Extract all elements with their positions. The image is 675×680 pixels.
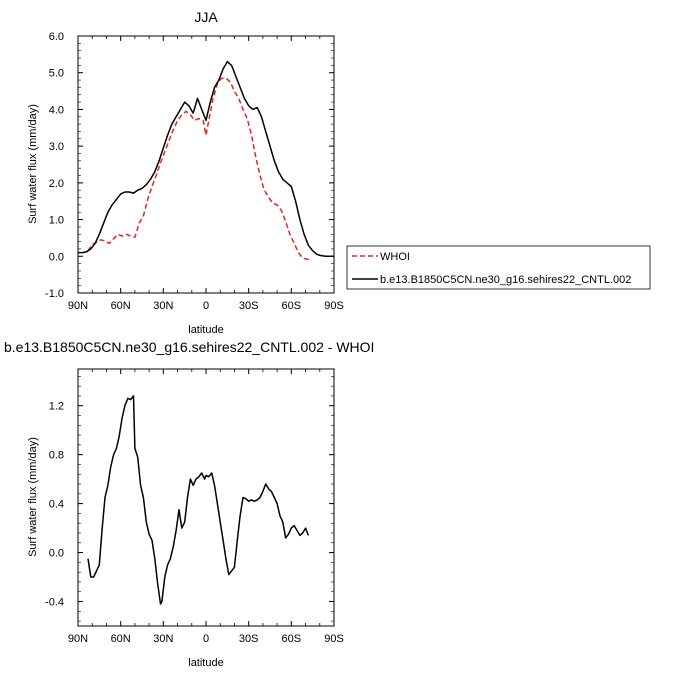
- panel-top-series-line-1: [78, 60, 334, 258]
- panel-top-series: [78, 60, 334, 260]
- panel-bottom-series-line-0: [87, 395, 310, 605]
- panel-top-ytick-label: -1.0: [45, 288, 64, 300]
- panel-top: JJA 90N 60N 30N 0 30S 60S 90S -1.0 0.0 1.0 2.0 3.0 4…: [27, 9, 651, 336]
- panel-bottom-title: b.e13.B1850C5CN.ne30_g16.sehires22_CNTL.…: [4, 339, 374, 355]
- panel-top-ytick-label: 3.0: [49, 141, 64, 153]
- panel-bottom-ticks: 90N 60N 30N 0 30S 60S 90S -0.4 0.0 0.4 0.8 1.2: [45, 369, 344, 645]
- panel-top-xtick-label: 90N: [68, 300, 88, 312]
- panel-bottom-xtick-label: 60N: [111, 633, 131, 645]
- panel-top-xtick-label: 90S: [324, 300, 344, 312]
- panel-top-ytick-label: 2.0: [49, 178, 64, 190]
- panel-bottom-xtick-label: 90N: [68, 633, 88, 645]
- panel-top-xtick-label: 60S: [282, 300, 302, 312]
- panel-top-ytick-label: 6.0: [49, 31, 64, 43]
- panel-bottom-xtick-label: 30S: [239, 633, 259, 645]
- panel-top-ytick-label: 5.0: [49, 68, 64, 80]
- panel-bottom-xtick-label: 30N: [153, 633, 173, 645]
- panel-bottom-xtick-label: 60S: [282, 633, 302, 645]
- panel-top-ylabel: Surf water flux (mm/day): [27, 104, 39, 224]
- panel-bottom-frame: [77, 368, 335, 627]
- panel-top-frame: [77, 35, 335, 294]
- panel-top-ticks: 90N 60N 30N 0 30S 60S 90S -1.0 0.0 1.0 2.0 3.0 4.0 5.…: [45, 31, 344, 312]
- panel-bottom-xtick-label: 90S: [324, 633, 344, 645]
- panel-bottom-ylabel: Surf water flux (mm/day): [27, 437, 39, 557]
- panel-top-xlabel: latitude: [188, 324, 223, 336]
- legend-label-cntl: b.e13.B1850C5CN.ne30_g16.sehires22_CNTL.…: [380, 274, 631, 286]
- panel-top-ytick-label: 1.0: [49, 215, 64, 227]
- panel-bottom-ytick-label: 0.0: [49, 548, 64, 560]
- panel-top-ytick-label: 0.0: [49, 251, 64, 263]
- legend-label-whoi: WHOI: [380, 251, 410, 263]
- panel-bottom-xlabel: latitude: [188, 657, 223, 669]
- panel-top-xtick-label: 60N: [111, 300, 131, 312]
- panel-top-xtick-label: 30S: [239, 300, 259, 312]
- panel-bottom-ytick-label: 0.8: [49, 450, 64, 462]
- panel-bottom-xtick-label: 0: [203, 633, 209, 645]
- legend: WHOI b.e13.B1850C5CN.ne30_g16.sehires22_…: [346, 245, 651, 290]
- panel-top-ytick-label: 4.0: [49, 104, 64, 116]
- panel-bottom-ytick-label: -0.4: [45, 597, 64, 609]
- legend-frame: [346, 245, 651, 290]
- panel-bottom-series: [87, 395, 310, 605]
- panel-bottom-ytick-label: 0.4: [49, 499, 64, 511]
- panel-bottom-ytick-label: 1.2: [49, 401, 64, 413]
- panel-bottom: b.e13.B1850C5CN.ne30_g16.sehires22_CNTL.…: [4, 339, 374, 669]
- panel-top-xtick-label: 30N: [153, 300, 173, 312]
- panel-top-xtick-label: 0: [203, 300, 209, 312]
- panel-top-title: JJA: [194, 9, 218, 25]
